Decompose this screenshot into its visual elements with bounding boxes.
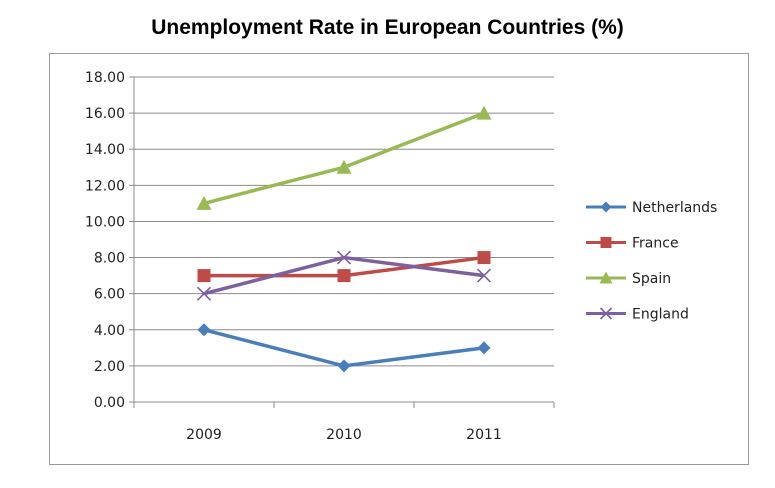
data-point — [336, 250, 352, 265]
legend-marker — [599, 307, 613, 320]
legend-label: England — [632, 307, 689, 323]
data-point — [476, 105, 492, 120]
y-tick-label: 14.00 — [85, 142, 125, 158]
series-spain — [196, 105, 492, 210]
y-tick-label: 10.00 — [85, 214, 125, 230]
chart-title: Unemployment Rate in European Countries … — [151, 16, 624, 39]
y-tick-label: 0.00 — [94, 395, 125, 411]
series-line — [203, 111, 485, 206]
series-group — [196, 105, 492, 373]
series-england — [196, 250, 492, 301]
data-point — [337, 269, 351, 283]
legend-marker — [600, 201, 612, 213]
y-tick-label: 4.00 — [94, 323, 125, 339]
data-point — [197, 269, 211, 283]
legend-label: Spain — [632, 271, 671, 287]
legend-label: Netherlands — [632, 200, 717, 216]
gridlines — [134, 76, 554, 367]
legend-item-england: England — [586, 307, 689, 323]
y-tick-label: 18.00 — [85, 70, 125, 86]
data-point — [196, 195, 212, 210]
legend-item-spain: Spain — [586, 271, 671, 287]
axes — [133, 77, 554, 403]
data-point — [337, 359, 351, 373]
legend-label: France — [632, 236, 679, 252]
data-point — [336, 159, 352, 174]
marker-stroke — [476, 268, 492, 283]
y-tick-label: 16.00 — [85, 106, 125, 122]
legend-marker — [600, 237, 612, 248]
marker-stroke — [599, 307, 613, 320]
data-point — [476, 268, 492, 283]
y-tick-label: 2.00 — [94, 359, 125, 375]
data-point — [477, 251, 491, 265]
series-france — [197, 251, 491, 283]
legend-item-netherlands: Netherlands — [586, 200, 717, 216]
series-netherlands — [197, 323, 491, 373]
y-tick-label: 12.00 — [85, 178, 125, 194]
data-point — [196, 286, 212, 301]
x-tick-label: 2009 — [186, 427, 222, 443]
y-tick-label: 6.00 — [94, 287, 125, 303]
x-tick-label: 2010 — [326, 427, 362, 443]
marker-stroke — [196, 286, 212, 301]
data-point — [477, 341, 491, 355]
y-tick-label: 8.00 — [94, 251, 125, 267]
marker-stroke — [336, 250, 352, 265]
x-tick-label: 2011 — [466, 427, 502, 443]
chart-frame — [49, 53, 749, 465]
legend-item-france: France — [586, 236, 679, 252]
x-axis-ticks: 2009 2010 2011 — [133, 402, 555, 443]
legend: Netherlands France Spain England — [586, 200, 717, 323]
y-axis-ticks: 0.00 2.00 4.00 6.00 8.00 10.00 12.00 14.00 16.00… — [85, 70, 134, 411]
data-point — [197, 323, 211, 337]
legend-marker — [599, 271, 613, 284]
